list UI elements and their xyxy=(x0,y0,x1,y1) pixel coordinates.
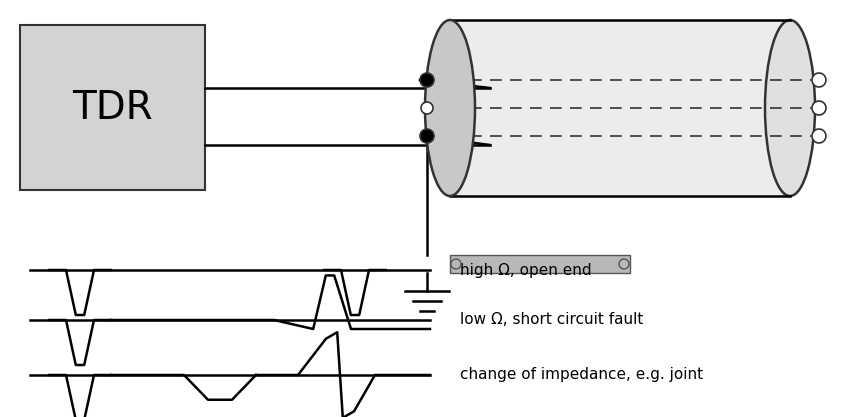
Circle shape xyxy=(811,73,825,87)
Circle shape xyxy=(419,129,434,143)
Bar xyxy=(450,20,789,196)
Bar xyxy=(450,255,630,273)
Ellipse shape xyxy=(425,20,474,196)
Circle shape xyxy=(619,259,628,269)
Ellipse shape xyxy=(764,20,814,196)
Text: high Ω, open end: high Ω, open end xyxy=(459,262,591,277)
Text: TDR: TDR xyxy=(72,88,153,126)
Circle shape xyxy=(420,130,432,142)
Circle shape xyxy=(811,129,825,143)
Bar xyxy=(20,25,205,190)
Text: low Ω, short circuit fault: low Ω, short circuit fault xyxy=(459,312,642,327)
Circle shape xyxy=(419,73,434,87)
Circle shape xyxy=(811,101,825,115)
Text: change of impedance, e.g. joint: change of impedance, e.g. joint xyxy=(459,367,702,382)
Circle shape xyxy=(420,102,432,114)
Circle shape xyxy=(451,259,461,269)
